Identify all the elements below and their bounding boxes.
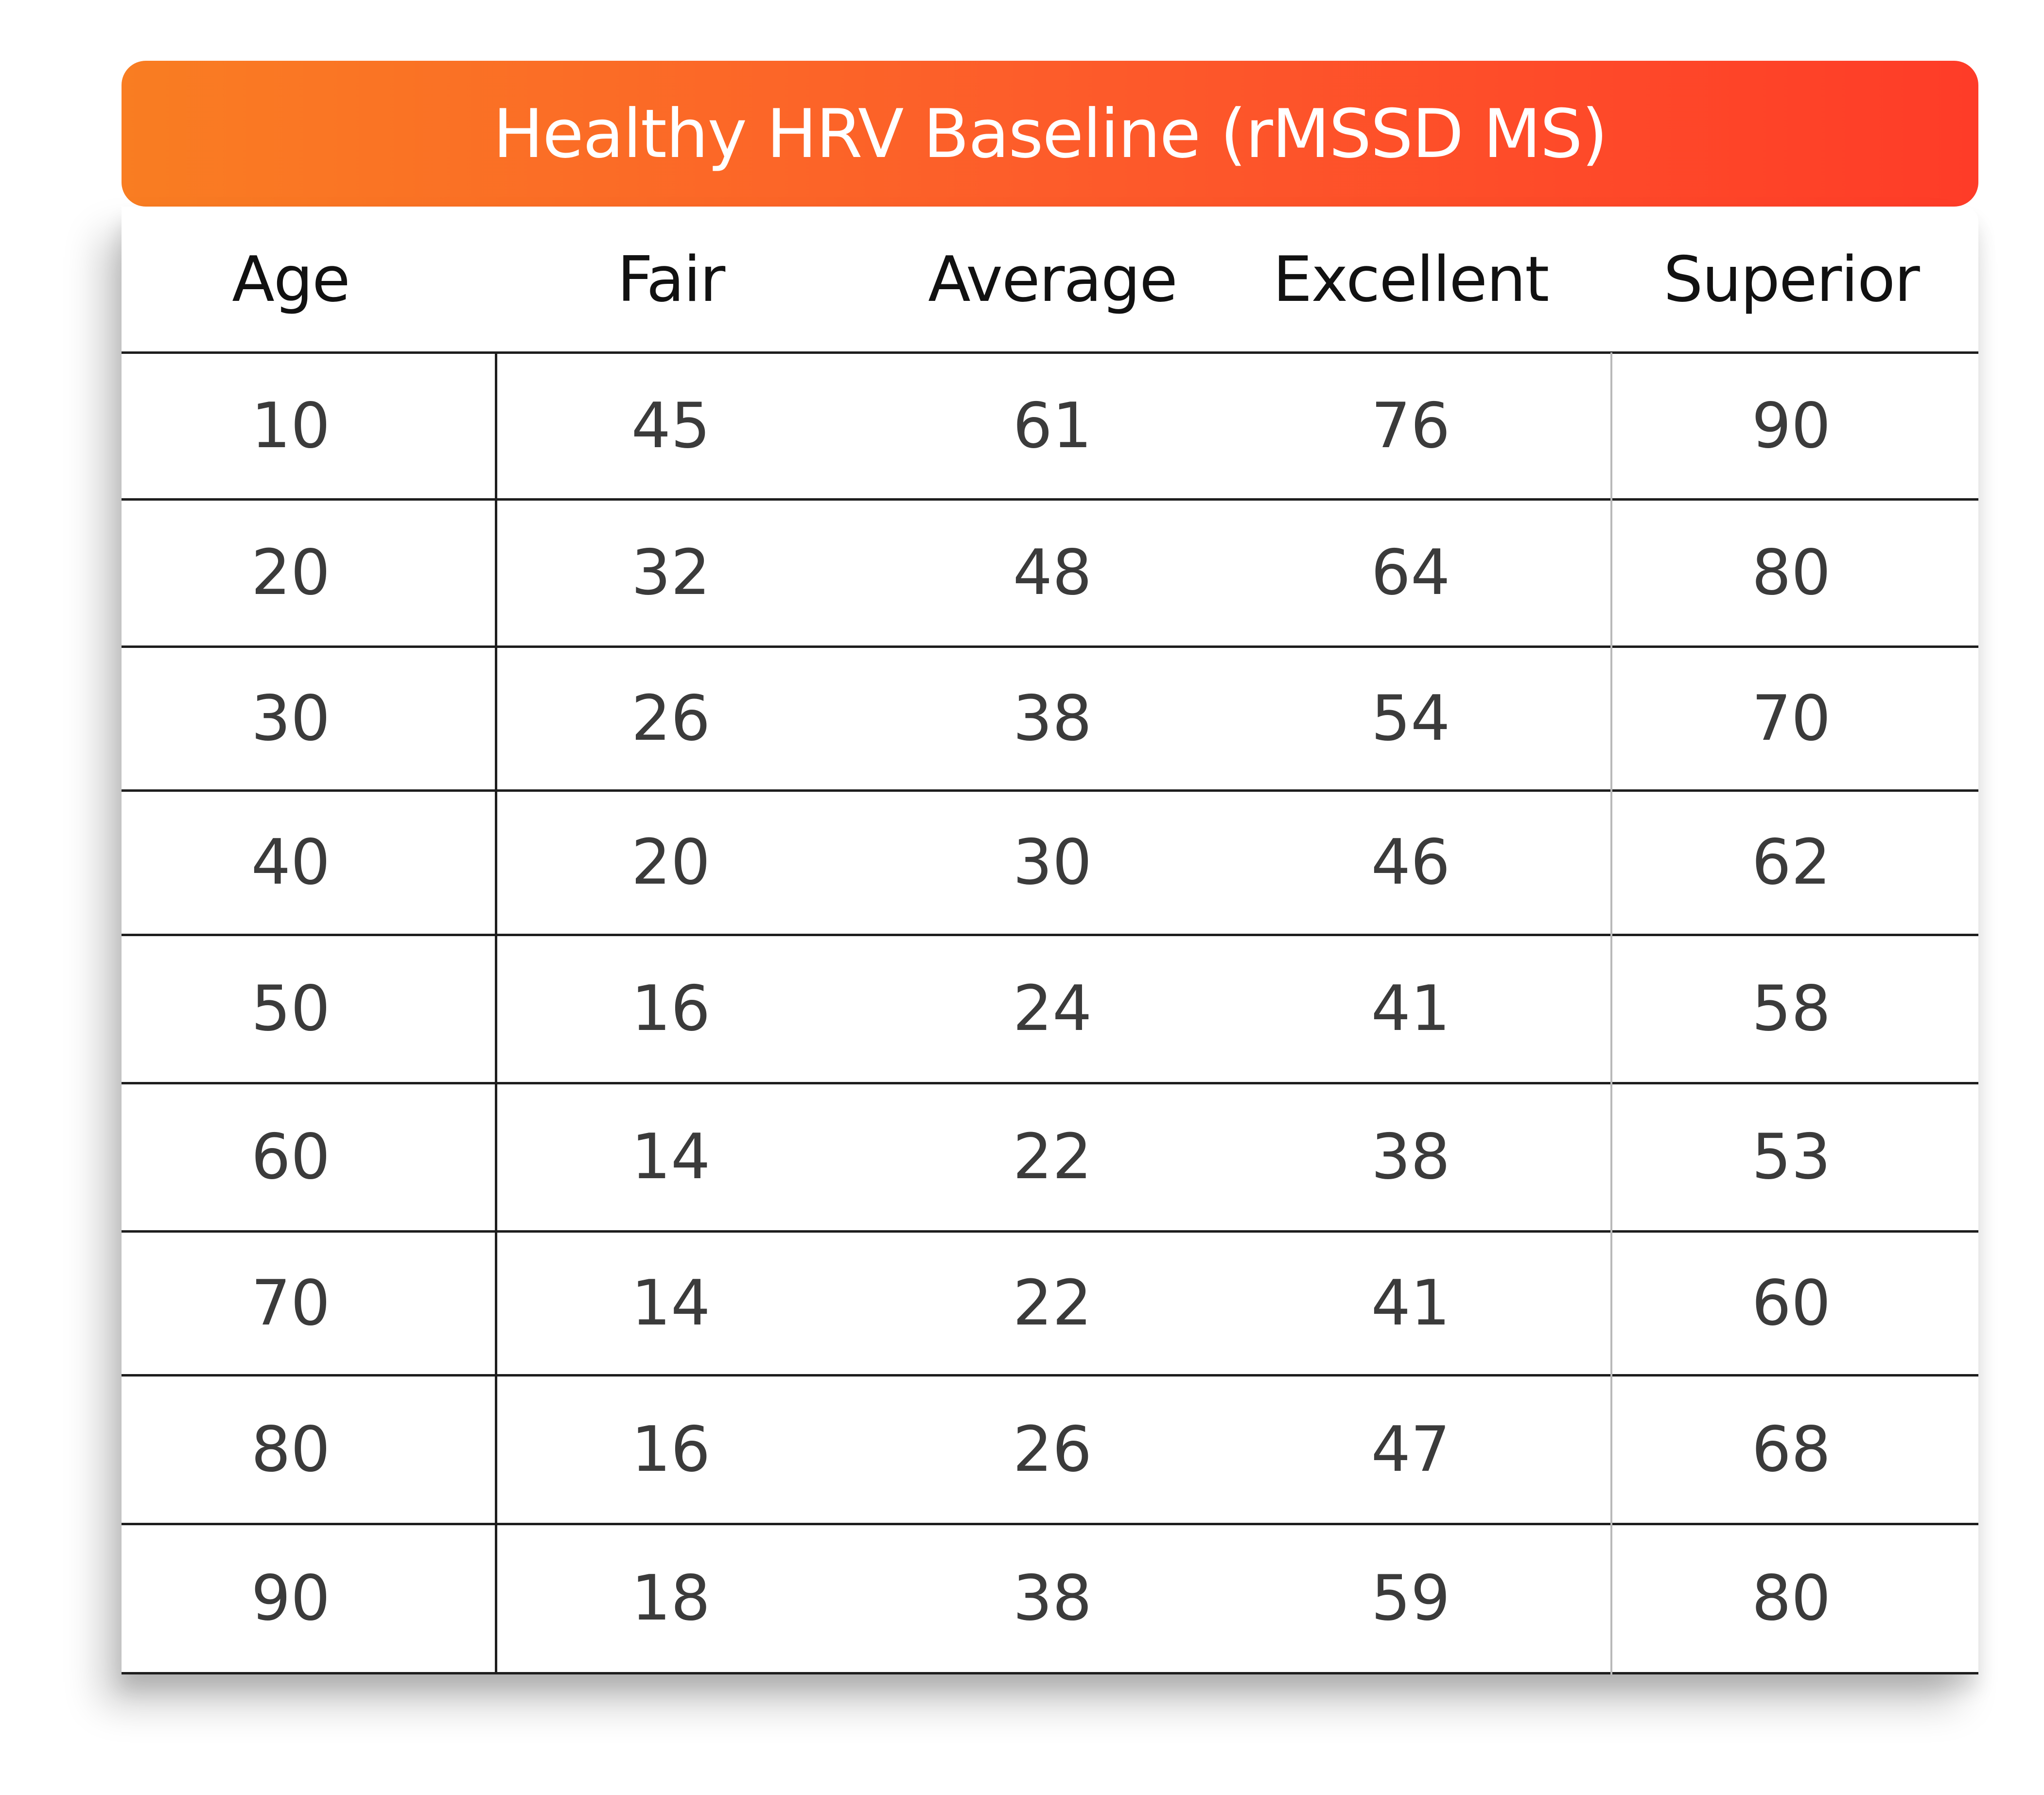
table-cell-superior: 80 — [1751, 1562, 1831, 1635]
table-cell-superior: 62 — [1751, 826, 1831, 899]
row-divider — [122, 789, 1978, 792]
table-cell-age: 40 — [251, 826, 331, 899]
table-cell-average: 22 — [1013, 1121, 1092, 1193]
table-cell-fair: 26 — [631, 682, 711, 755]
table-cell-excellent: 64 — [1371, 537, 1450, 609]
column-header-average: Average — [928, 243, 1178, 316]
table-cell-fair: 32 — [631, 537, 711, 609]
table-cell-age: 80 — [251, 1413, 331, 1486]
table-cell-fair: 14 — [631, 1121, 711, 1193]
table-cell-fair: 16 — [631, 1413, 711, 1486]
table-cell-superior: 58 — [1751, 973, 1831, 1045]
table-body: Age Fair Average Excellent Superior 10 45 61 76 9… — [122, 207, 1978, 1674]
superior-column-divider — [1610, 352, 1612, 1674]
row-divider — [122, 1082, 1978, 1084]
column-header-age: Age — [232, 243, 350, 316]
table-cell-average: 22 — [1013, 1267, 1092, 1340]
table-cell-excellent: 59 — [1371, 1562, 1450, 1635]
column-header-excellent: Excellent — [1273, 243, 1550, 316]
table-cell-fair: 16 — [631, 973, 711, 1045]
table-cell-average: 30 — [1013, 826, 1092, 899]
table-cell-superior: 90 — [1751, 389, 1831, 462]
row-divider — [122, 351, 1978, 354]
table-cell-excellent: 54 — [1371, 682, 1450, 755]
row-divider — [122, 498, 1978, 501]
age-column-divider — [495, 352, 497, 1674]
table-cell-average: 26 — [1013, 1413, 1092, 1486]
table-cell-age: 60 — [251, 1121, 331, 1193]
table-cell-superior: 53 — [1751, 1121, 1831, 1193]
table-cell-age: 70 — [251, 1267, 331, 1340]
table-cell-superior: 80 — [1751, 537, 1831, 609]
table-cell-fair: 45 — [631, 389, 711, 462]
row-divider — [122, 934, 1978, 936]
row-divider — [122, 1523, 1978, 1525]
table-cell-age: 50 — [251, 973, 331, 1045]
table-cell-fair: 14 — [631, 1267, 711, 1340]
table-cell-age: 20 — [251, 537, 331, 609]
table-cell-superior: 60 — [1751, 1267, 1831, 1340]
table-cell-excellent: 38 — [1371, 1121, 1450, 1193]
row-divider — [122, 1374, 1978, 1377]
table-cell-age: 30 — [251, 682, 331, 755]
table-cell-age: 90 — [251, 1562, 331, 1635]
table-header-banner: Healthy HRV Baseline (rMSSD MS) — [122, 61, 1978, 207]
table-cell-superior: 70 — [1751, 682, 1831, 755]
table-cell-excellent: 76 — [1371, 389, 1450, 462]
row-divider — [122, 1672, 1978, 1674]
column-header-fair: Fair — [617, 243, 726, 316]
table-title: Healthy HRV Baseline (rMSSD MS) — [493, 94, 1607, 173]
table-cell-average: 38 — [1013, 682, 1092, 755]
table-grid: Age Fair Average Excellent Superior 10 45 61 76 9… — [122, 207, 1978, 1674]
hrv-table-card: Healthy HRV Baseline (rMSSD MS) Age Fair A… — [122, 61, 1978, 1674]
table-cell-superior: 68 — [1751, 1413, 1831, 1486]
table-cell-fair: 18 — [631, 1562, 711, 1635]
table-cell-excellent: 41 — [1371, 973, 1450, 1045]
table-cell-excellent: 46 — [1371, 826, 1450, 899]
table-cell-fair: 20 — [631, 826, 711, 899]
table-cell-age: 10 — [251, 389, 331, 462]
table-cell-average: 48 — [1013, 537, 1092, 609]
table-cell-average: 38 — [1013, 1562, 1092, 1635]
row-divider — [122, 645, 1978, 648]
table-cell-excellent: 41 — [1371, 1267, 1450, 1340]
table-cell-average: 24 — [1013, 973, 1092, 1045]
table-cell-excellent: 47 — [1371, 1413, 1450, 1486]
table-cell-average: 61 — [1013, 389, 1092, 462]
row-divider — [122, 1230, 1978, 1233]
column-header-superior: Superior — [1663, 243, 1920, 316]
